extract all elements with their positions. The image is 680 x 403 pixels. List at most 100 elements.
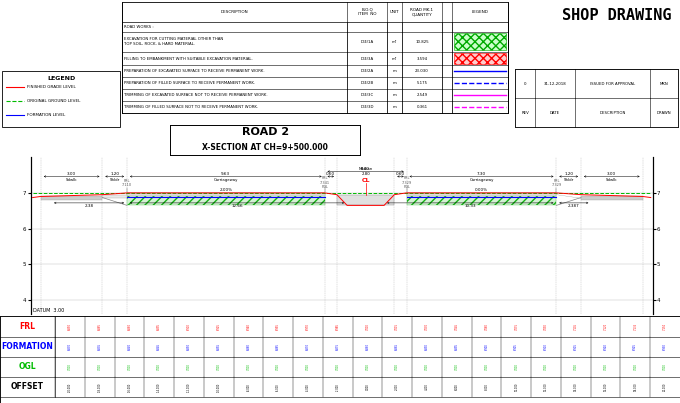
Text: POL: POL [321,185,328,189]
Text: D/4/2A: D/4/2A [360,69,373,73]
Polygon shape [556,195,581,198]
Text: FRL
7.329: FRL 7.329 [551,179,562,187]
Text: 7.045: 7.045 [455,323,459,330]
Text: DESCRIPTION: DESCRIPTION [599,110,626,114]
Text: 18.000: 18.000 [633,382,637,391]
Text: 7.015: 7.015 [395,323,399,330]
Text: 6.840: 6.840 [127,343,131,350]
Text: 6.875: 6.875 [336,343,340,350]
Text: -20.000: -20.000 [68,382,72,391]
Text: 7.000: 7.000 [98,363,101,370]
Text: 6.880: 6.880 [366,343,369,350]
Text: 20.000: 20.000 [663,383,667,391]
Text: D/4/3A: D/4/3A [360,56,373,60]
Text: 10.33: 10.33 [464,204,476,208]
Text: 6.895: 6.895 [455,343,459,350]
Polygon shape [337,195,394,206]
Bar [122,2,508,113]
Text: DATUM  3.00: DATUM 3.00 [33,307,64,313]
Text: 14.000: 14.000 [574,382,578,391]
Text: FRL
7.110: FRL 7.110 [122,179,132,187]
Text: 7.000: 7.000 [246,363,250,370]
Text: 3.00: 3.00 [67,172,76,176]
Text: 6.000: 6.000 [455,384,459,390]
Text: 7.000: 7.000 [455,363,459,370]
Text: 7.000: 7.000 [604,363,608,370]
Text: 7.000: 7.000 [663,363,667,370]
Text: PREPARATION OF FILLED SURFACE TO RECEIVE PERMANENT WORK.: PREPARATION OF FILLED SURFACE TO RECEIVE… [124,81,255,85]
Text: 4.00: 4.00 [361,167,370,171]
Text: 6.850: 6.850 [187,343,191,350]
Text: 8.000: 8.000 [485,383,488,391]
Text: 0.00%: 0.00% [475,188,488,192]
Text: 7.120: 7.120 [604,323,608,330]
Text: 6.905: 6.905 [514,343,518,350]
Polygon shape [127,193,324,206]
Text: 6.845: 6.845 [157,343,161,350]
Text: D/4/3D: D/4/3D [360,105,374,109]
Text: LEGEND: LEGEND [47,77,75,81]
Text: D/4/3C: D/4/3C [360,93,373,97]
Text: 6.890: 6.890 [425,343,429,350]
Polygon shape [407,193,556,206]
Text: -18.000: -18.000 [98,382,101,392]
Text: m²: m² [392,56,397,60]
Text: 7.030: 7.030 [425,323,429,330]
Text: DESCRIPTION: DESCRIPTION [221,10,248,14]
Text: TRIMMING OF EXCAVATED SURFACE NOT TO RECEIVE PERMANENT WORK.: TRIMMING OF EXCAVATED SURFACE NOT TO REC… [124,93,268,97]
Text: m: m [392,105,396,109]
Text: FRL
7.341: FRL 7.341 [320,177,330,185]
Text: Carriageway: Carriageway [469,178,494,181]
Text: 0.60: 0.60 [326,172,335,176]
Text: 9.63: 9.63 [221,172,231,176]
Text: Sdwlk: Sdwlk [606,178,617,181]
Text: Carriageway: Carriageway [214,178,238,181]
Text: 6.860: 6.860 [246,343,250,350]
Text: FRL: FRL [20,322,35,331]
Text: 6.925: 6.925 [217,323,221,330]
Text: 3.594: 3.594 [416,56,428,60]
Text: FRL
7.329: FRL 7.329 [402,177,411,185]
Polygon shape [127,193,324,196]
Text: B.O.Q
ITEM  NO: B.O.Q ITEM NO [358,8,376,16]
Text: 10.000: 10.000 [514,383,518,391]
Text: 23.030: 23.030 [415,69,429,73]
Text: 7.000: 7.000 [187,363,191,370]
Text: 6.865: 6.865 [98,323,101,330]
Text: 0: 0 [524,82,526,86]
Text: 2.80: 2.80 [361,172,370,176]
Text: 5.175: 5.175 [416,81,428,85]
Text: 7.105: 7.105 [574,323,578,330]
Text: X-SECTION AT CH=9+500.000: X-SECTION AT CH=9+500.000 [202,143,328,152]
Text: FILLING TO EMBANKMENT WITH SUITABLE EXCAVATION MATERIAL.: FILLING TO EMBANKMENT WITH SUITABLE EXCA… [124,56,253,60]
Text: D/4/1A: D/4/1A [360,39,373,44]
Bar [2,71,120,127]
Text: -4.000: -4.000 [306,383,310,391]
Text: 2.000: 2.000 [395,383,399,391]
Text: 7.000: 7.000 [544,363,548,370]
Text: OGL: OGL [18,362,36,371]
Text: 7.000: 7.000 [574,363,578,370]
Text: ROAD 2: ROAD 2 [241,127,289,137]
Text: 1.20: 1.20 [564,172,573,176]
Text: Sdwlk: Sdwlk [66,178,78,181]
Text: DRAWN: DRAWN [657,110,671,114]
Text: EXCAVATION FOR CUTTING MATERIAL OTHER THAN
TOP SOIL, ROCK, & HARD MATERIAL.: EXCAVATION FOR CUTTING MATERIAL OTHER TH… [124,37,223,46]
Text: 6.925: 6.925 [633,343,637,350]
Text: Median: Median [358,168,373,171]
Text: -12.000: -12.000 [187,382,191,392]
Text: 6.900: 6.900 [485,343,488,350]
Text: 7.000: 7.000 [366,363,369,370]
Text: 2.387: 2.387 [568,204,579,208]
Text: -8.000: -8.000 [246,383,250,391]
Text: 7.075: 7.075 [514,323,518,330]
Polygon shape [41,196,103,200]
Polygon shape [407,193,556,196]
Text: FINISHED GRADE LEVEL: FINISHED GRADE LEVEL [27,85,75,89]
Text: 7.060: 7.060 [485,323,488,330]
Text: 6.985: 6.985 [336,323,340,330]
Text: 2.00%: 2.00% [219,188,233,192]
Text: 7.000: 7.000 [366,323,369,330]
Text: 7.090: 7.090 [544,323,548,330]
Text: 6.910: 6.910 [544,343,548,350]
